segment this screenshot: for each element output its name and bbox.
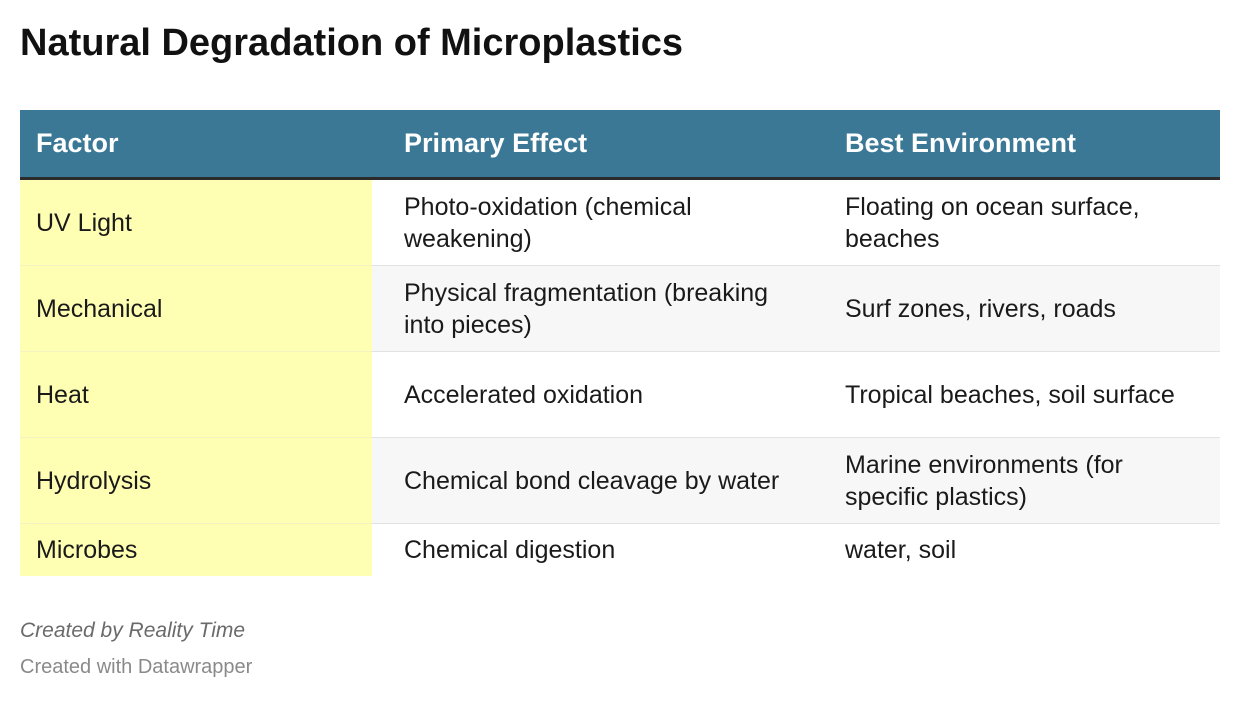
cell-primary-effect: Chemical bond cleavage by water bbox=[372, 437, 813, 524]
cell-best-environment: water, soil bbox=[845, 536, 957, 564]
cell-primary-effect: Accelerated oxidation bbox=[372, 351, 813, 438]
cell-best-environment: Surf zones, rivers, roads bbox=[813, 265, 1220, 352]
chart-notes: Created by Reality Time bbox=[20, 619, 246, 642]
cell-best-environment: Floating on ocean surface, beaches bbox=[813, 178, 1220, 266]
column-header-best-environment[interactable]: Best Environment bbox=[813, 110, 1220, 180]
data-table: Factor Primary Effect Best Environment U… bbox=[20, 110, 1220, 576]
table-row: Microbes Chemical digestion water, soil bbox=[20, 523, 1220, 576]
table-row: Hydrolysis Chemical bond cleavage by wat… bbox=[20, 437, 1220, 524]
datawrapper-credit-link[interactable]: Created with Datawrapper bbox=[20, 656, 253, 678]
cell-primary-effect: Physical fragmentation (breaking into pi… bbox=[372, 265, 813, 352]
table-header-row: Factor Primary Effect Best Environment bbox=[20, 110, 1220, 180]
table-row: UV Light Photo-oxidation (chemical weake… bbox=[20, 178, 1220, 266]
cell-factor: Mechanical bbox=[20, 265, 372, 352]
cell-factor: Heat bbox=[20, 351, 372, 438]
column-header-primary-effect[interactable]: Primary Effect bbox=[372, 110, 813, 180]
cell-primary-effect: Photo-oxidation (chemical weakening) bbox=[372, 178, 813, 266]
data-table-container: Factor Primary Effect Best Environment U… bbox=[20, 110, 1220, 576]
cell-factor: UV Light bbox=[20, 178, 372, 266]
table-row: Mechanical Physical fragmentation (break… bbox=[20, 265, 1220, 352]
cell-best-environment: Marine environments (for specific plasti… bbox=[813, 437, 1220, 524]
chart-title: Natural Degradation of Microplastics bbox=[20, 22, 684, 64]
column-header-factor[interactable]: Factor bbox=[20, 110, 372, 180]
cell-best-environment: Tropical beaches, soil surface bbox=[813, 351, 1220, 438]
cell-factor: Hydrolysis bbox=[20, 437, 372, 524]
cell-primary-effect: Chemical digestion bbox=[404, 536, 616, 564]
cell-factor: Microbes bbox=[20, 523, 372, 576]
table-row: Heat Accelerated oxidation Tropical beac… bbox=[20, 351, 1220, 438]
